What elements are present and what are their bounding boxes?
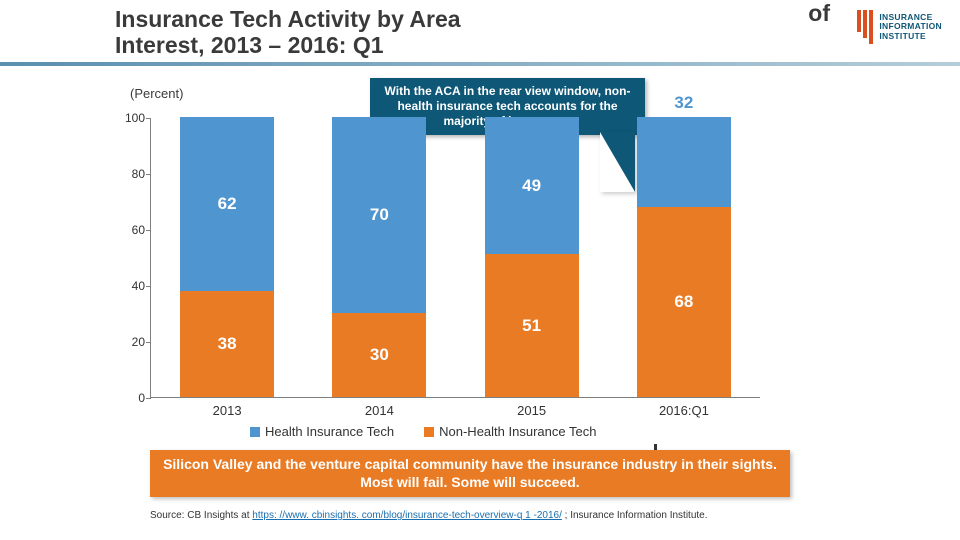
y-tick-mark-icon xyxy=(146,174,151,175)
y-tick-mark-icon xyxy=(146,342,151,343)
y-tick-mark-icon xyxy=(146,286,151,287)
bar-segment-health xyxy=(637,117,731,207)
y-tick: 80 xyxy=(132,167,145,181)
header-rule xyxy=(0,62,960,66)
category-label: 2014 xyxy=(332,403,426,418)
bar-segment-nonhealth: 51 xyxy=(485,254,579,397)
y-axis-label: (Percent) xyxy=(130,86,183,101)
caption-box: Silicon Valley and the venture capital c… xyxy=(150,450,790,497)
source-line: Source: CB Insights at https: //www. cbi… xyxy=(150,510,708,521)
y-tick-mark-icon xyxy=(146,230,151,231)
y-tick-mark-icon xyxy=(146,398,151,399)
bar-segment-nonhealth: 68 xyxy=(637,207,731,397)
brand-logo: INSURANCE INFORMATION INSTITUTE xyxy=(857,10,942,44)
bar-group: 38622013 xyxy=(180,118,274,397)
legend-item-health: Health Insurance Tech xyxy=(250,424,394,439)
legend-swatch-icon xyxy=(250,427,260,437)
bar-container: 38622013 30702014 51492015 68322016:Q1 xyxy=(151,118,760,397)
y-tick: 40 xyxy=(132,279,145,293)
legend-swatch-icon xyxy=(424,427,434,437)
bar-segment-nonhealth: 38 xyxy=(180,291,274,397)
source-prefix: Source: CB Insights at xyxy=(150,510,252,521)
bar-group: 68322016:Q1 xyxy=(637,118,731,397)
title-line-1: Insurance Tech Activity by Area xyxy=(115,6,461,32)
logo-text: INSURANCE INFORMATION INSTITUTE xyxy=(879,13,942,41)
y-tick: 100 xyxy=(125,111,145,125)
title-extra: of xyxy=(808,0,830,27)
bar-value-above: 32 xyxy=(637,93,731,113)
category-label: 2013 xyxy=(180,403,274,418)
bar: 68 xyxy=(637,117,731,397)
bar-segment-health: 70 xyxy=(332,117,426,313)
y-tick: 60 xyxy=(132,223,145,237)
title-line-2: Interest, 2013 – 2016: Q1 xyxy=(115,32,384,58)
logo-text-l3: INSTITUTE xyxy=(879,32,942,41)
legend: Health Insurance Tech Non-Health Insuran… xyxy=(250,424,596,439)
category-label: 2015 xyxy=(485,403,579,418)
bar-group: 51492015 xyxy=(485,118,579,397)
bar-segment-health: 62 xyxy=(180,117,274,291)
y-tick-mark-icon xyxy=(146,118,151,119)
legend-label-2: Non-Health Insurance Tech xyxy=(439,424,596,439)
bar-segment-nonhealth: 30 xyxy=(332,313,426,397)
legend-item-nonhealth: Non-Health Insurance Tech xyxy=(424,424,596,439)
category-label: 2016:Q1 xyxy=(637,403,731,418)
plot-area: 38622013307020145149201568322016:Q1 0204… xyxy=(150,118,760,398)
logo-bars-icon xyxy=(857,10,873,44)
bar-segment-health: 49 xyxy=(485,117,579,254)
y-tick: 0 xyxy=(138,391,145,405)
bar: 3862 xyxy=(180,117,274,397)
stacked-bar-chart: 38622013307020145149201568322016:Q1 0204… xyxy=(120,118,760,418)
bar: 5149 xyxy=(485,117,579,397)
source-suffix: ; Insurance Information Institute. xyxy=(565,510,708,521)
y-tick: 20 xyxy=(132,335,145,349)
bar: 3070 xyxy=(332,117,426,397)
source-link[interactable]: https: //www. cbinsights. com/blog/insur… xyxy=(252,510,562,521)
legend-label-1: Health Insurance Tech xyxy=(265,424,394,439)
bar-group: 30702014 xyxy=(332,118,426,397)
